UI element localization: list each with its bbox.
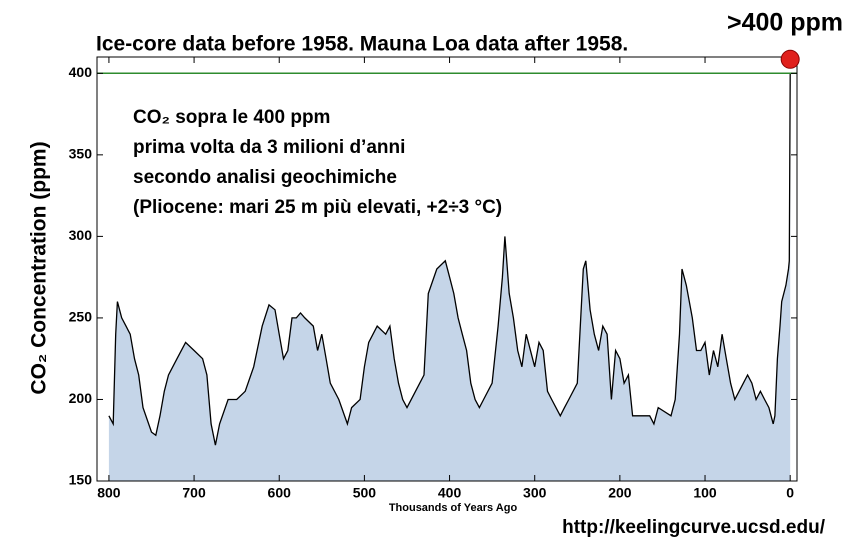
annotation: (Pliocene: mari 25 m più elevati, +2÷3 °… <box>133 197 502 218</box>
y-tick-label: 200 <box>69 390 93 406</box>
x-tick-label: 200 <box>608 485 632 501</box>
x-tick-label: 700 <box>182 485 206 501</box>
chart-title: Ice-core data before 1958. Mauna Loa dat… <box>96 33 628 56</box>
y-tick-label: 400 <box>69 64 93 80</box>
y-tick-label: 250 <box>69 309 93 325</box>
x-tick-label: 0 <box>786 485 794 501</box>
source: http://keelingcurve.ucsd.edu/ <box>562 517 826 538</box>
x-tick-label: 300 <box>523 485 547 501</box>
annotation: secondo analisi geochimiche <box>133 167 397 188</box>
y-axis-label: CO₂ Concentration (ppm) <box>28 141 51 394</box>
data-line <box>108 73 791 446</box>
x-tick-label: 400 <box>438 485 462 501</box>
plot-frame <box>96 56 798 482</box>
x-tick-label: 100 <box>693 485 717 501</box>
x-tick-label: 500 <box>353 485 377 501</box>
x-tick-label: 800 <box>97 485 121 501</box>
annotation: CO₂ sopra le 400 ppm <box>133 107 330 128</box>
highlight-label: >400 ppm <box>727 9 843 37</box>
annotation: prima volta da 3 milioni d’anni <box>133 137 405 158</box>
highlight-dot <box>780 49 800 69</box>
y-tick-label: 300 <box>69 227 93 243</box>
x-tick-label: 600 <box>268 485 292 501</box>
y-tick-label: 150 <box>69 472 93 488</box>
x-axis-label: Thousands of Years Ago <box>389 502 518 514</box>
y-tick-label: 350 <box>69 146 93 162</box>
